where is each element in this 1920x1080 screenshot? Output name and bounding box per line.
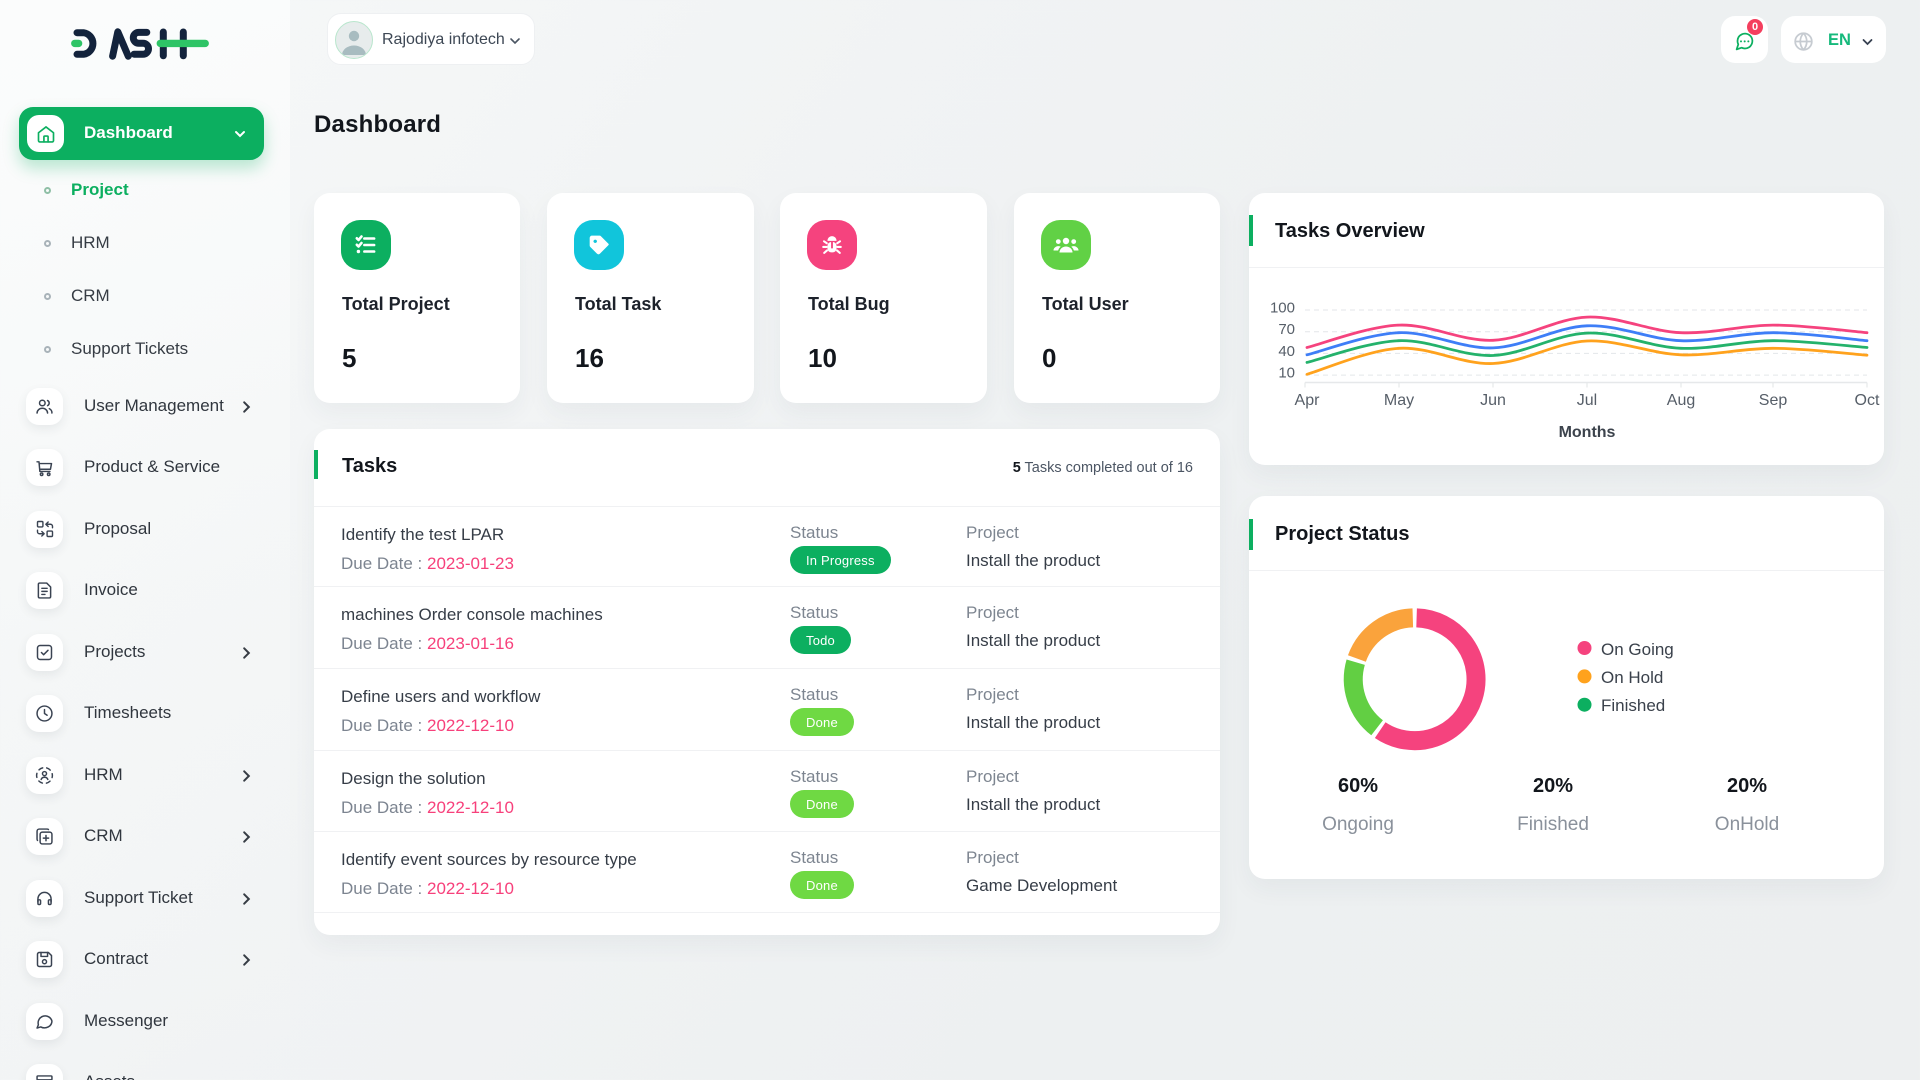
- svg-text:Jul: Jul: [1577, 392, 1597, 409]
- svg-text:40: 40: [1278, 343, 1295, 360]
- svg-text:May: May: [1384, 392, 1414, 409]
- svg-text:Jun: Jun: [1480, 392, 1506, 409]
- svg-text:Aug: Aug: [1667, 392, 1695, 409]
- svg-text:Apr: Apr: [1295, 392, 1321, 409]
- svg-text:Sep: Sep: [1759, 392, 1788, 409]
- svg-text:10: 10: [1278, 365, 1295, 382]
- svg-text:Months: Months: [1559, 424, 1616, 441]
- svg-text:70: 70: [1278, 321, 1295, 338]
- svg-text:Oct: Oct: [1855, 392, 1880, 409]
- svg-text:100: 100: [1270, 300, 1295, 317]
